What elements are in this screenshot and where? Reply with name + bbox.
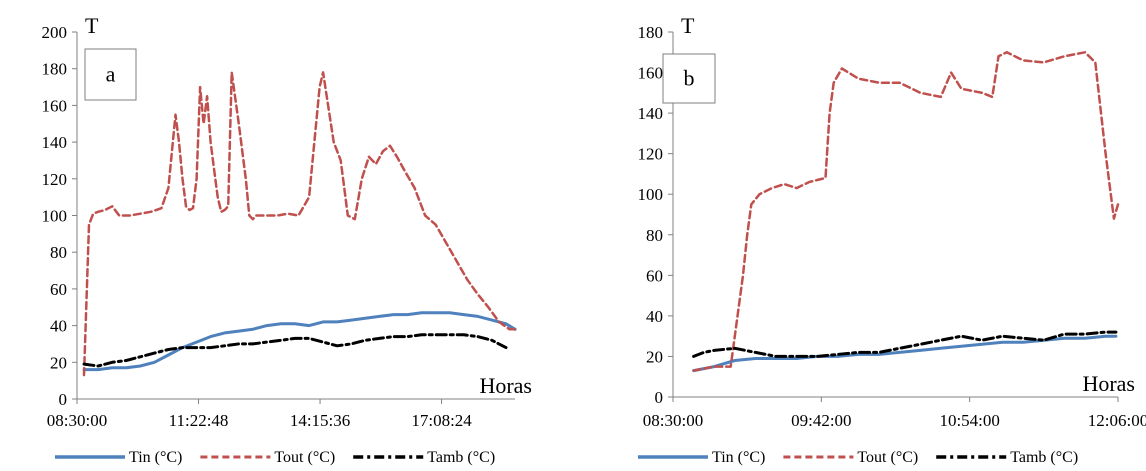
x-tick-label: 11:22:48 [169, 411, 229, 430]
panel-label-box [662, 53, 716, 104]
legend-label-tin: Tin (°C) [712, 449, 765, 466]
y-tick-label: 180 [638, 23, 664, 42]
y-tick-label: 60 [646, 266, 663, 285]
legend-label-tamb: Tamb (°C) [427, 449, 495, 466]
legend-label-tamb: Tamb (°C) [1010, 449, 1078, 466]
y-axis-title: T [85, 13, 99, 38]
y-tick-label: 160 [638, 64, 664, 83]
x-tick-label: 12:06:00 [1088, 411, 1146, 430]
x-tick-label: 09:42:00 [791, 411, 851, 430]
x-tick-label: 08:30:00 [47, 411, 107, 430]
x-tick-label: 14:15:36 [290, 411, 350, 430]
y-tick-label: 120 [638, 145, 664, 164]
y-axis-title: T [681, 13, 695, 38]
legend-label-tin: Tin (°C) [129, 449, 182, 466]
y-tick-label: 160 [42, 96, 68, 115]
y-tick-label: 0 [655, 388, 664, 407]
series-line-tin [692, 334, 1118, 373]
y-tick-label: 0 [59, 390, 68, 409]
panel-label: a [106, 62, 116, 87]
x-tick-label: 08:30:00 [643, 411, 703, 430]
y-tick-label: 120 [42, 170, 68, 189]
y-tick-label: 40 [646, 307, 663, 326]
x-axis-title: Horas [479, 373, 532, 398]
series-line-tamb [692, 330, 1118, 358]
panel-label-box [84, 48, 137, 101]
series-line-tin [82, 311, 517, 372]
series-line-tout [82, 71, 517, 377]
legend: Tin (°C) Tout (°C) Tamb (°C) [638, 449, 1078, 466]
y-tick-label: 20 [646, 347, 663, 366]
x-tick-label: 10:54:00 [939, 411, 999, 430]
y-tick-label: 100 [42, 207, 68, 226]
chart-panel-a: 0 20 40 60 80 100 120 140 160 180 200 08:30:00 11:22… [42, 13, 533, 466]
x-axis-title: Horas [1082, 371, 1135, 396]
y-tick-label: 180 [42, 60, 68, 79]
legend: Tin (°C) Tout (°C) Tamb (°C) [55, 449, 495, 466]
x-tick-label: 17:08:24 [411, 411, 472, 430]
y-tick-label: 140 [42, 133, 68, 152]
y-tick-label: 80 [50, 243, 67, 262]
legend-label-tout: Tout (°C) [857, 449, 918, 466]
chart-panel-b: 0 20 40 60 80 100 120 140 160 180 08:30:00 09:42:00… [638, 13, 1146, 466]
y-tick-label: 100 [638, 185, 664, 204]
series-line-tout [692, 51, 1120, 372]
series-line-tamb [82, 333, 508, 368]
legend-label-tout: Tout (°C) [274, 449, 335, 466]
panel-label: b [684, 66, 695, 91]
y-tick-label: 40 [50, 317, 67, 336]
y-tick-label: 80 [646, 226, 663, 245]
y-tick-label: 60 [50, 280, 67, 299]
y-tick-label: 200 [42, 23, 68, 42]
y-tick-label: 20 [50, 353, 67, 372]
y-tick-label: 140 [638, 104, 664, 123]
